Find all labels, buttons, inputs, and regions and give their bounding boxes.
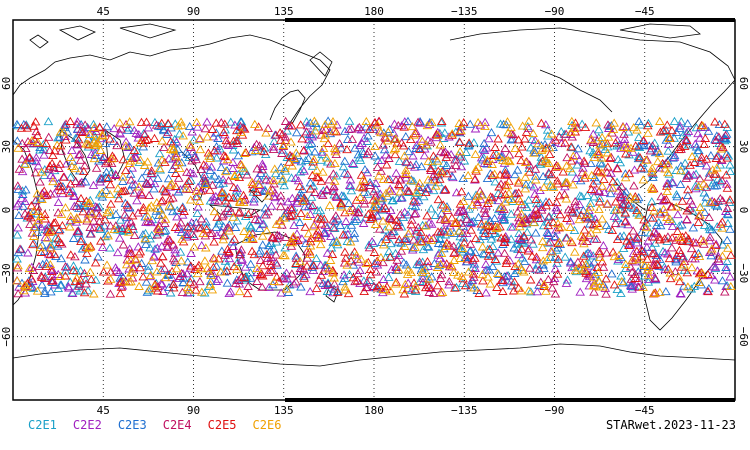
lon-label-top: 180: [364, 5, 384, 18]
lat-label-left: 60: [0, 77, 13, 90]
legend-item-c2e3: C2E3: [117, 418, 147, 432]
lon-label-bottom: 135: [274, 404, 294, 417]
lon-label-bottom: 45: [97, 404, 110, 417]
legend-item-c2e6: C2E6: [252, 418, 282, 432]
markers-c2e6: [12, 116, 736, 298]
axis-labels: 45 45 90 90 135 135 180 180 −135 −135 −90 −90 −45 −45…: [0, 5, 750, 417]
lat-label-left: 0: [0, 207, 13, 214]
lat-label-right: 60: [737, 77, 750, 90]
lat-label-right: −30: [737, 263, 750, 283]
lat-label-left: 30: [0, 140, 13, 153]
lat-label-right: −60: [737, 327, 750, 347]
lon-label-top: 45: [97, 5, 110, 18]
lon-label-bottom: 90: [187, 404, 200, 417]
legend: C2E1 C2E2 C2E3 C2E4 C2E5 C2E6: [28, 418, 281, 432]
legend-item-c2e4: C2E4: [162, 418, 192, 432]
lon-label-top: −135: [451, 5, 478, 18]
lon-label-bottom: −135: [451, 404, 478, 417]
legend-item-c2e5: C2E5: [207, 418, 237, 432]
lon-label-top: −90: [545, 5, 565, 18]
legend-item-c2e2: C2E2: [72, 418, 102, 432]
markers-c2e5: [16, 116, 736, 298]
lat-label-left: −30: [0, 263, 13, 283]
lon-label-bottom: 180: [364, 404, 384, 417]
lon-label-bottom: −45: [635, 404, 655, 417]
lon-label-top: −45: [635, 5, 655, 18]
legend-item-c2e1: C2E1: [28, 418, 57, 432]
observation-markers: [12, 116, 736, 298]
lon-label-top: 135: [274, 5, 294, 18]
lon-label-top: 90: [187, 5, 200, 18]
lon-label-bottom: −90: [545, 404, 565, 417]
lat-label-right: 30: [737, 140, 750, 153]
lat-label-left: −60: [0, 327, 13, 347]
lat-label-right: 0: [737, 207, 750, 214]
date-stamp: STARwet.2023-11-23: [605, 418, 736, 432]
